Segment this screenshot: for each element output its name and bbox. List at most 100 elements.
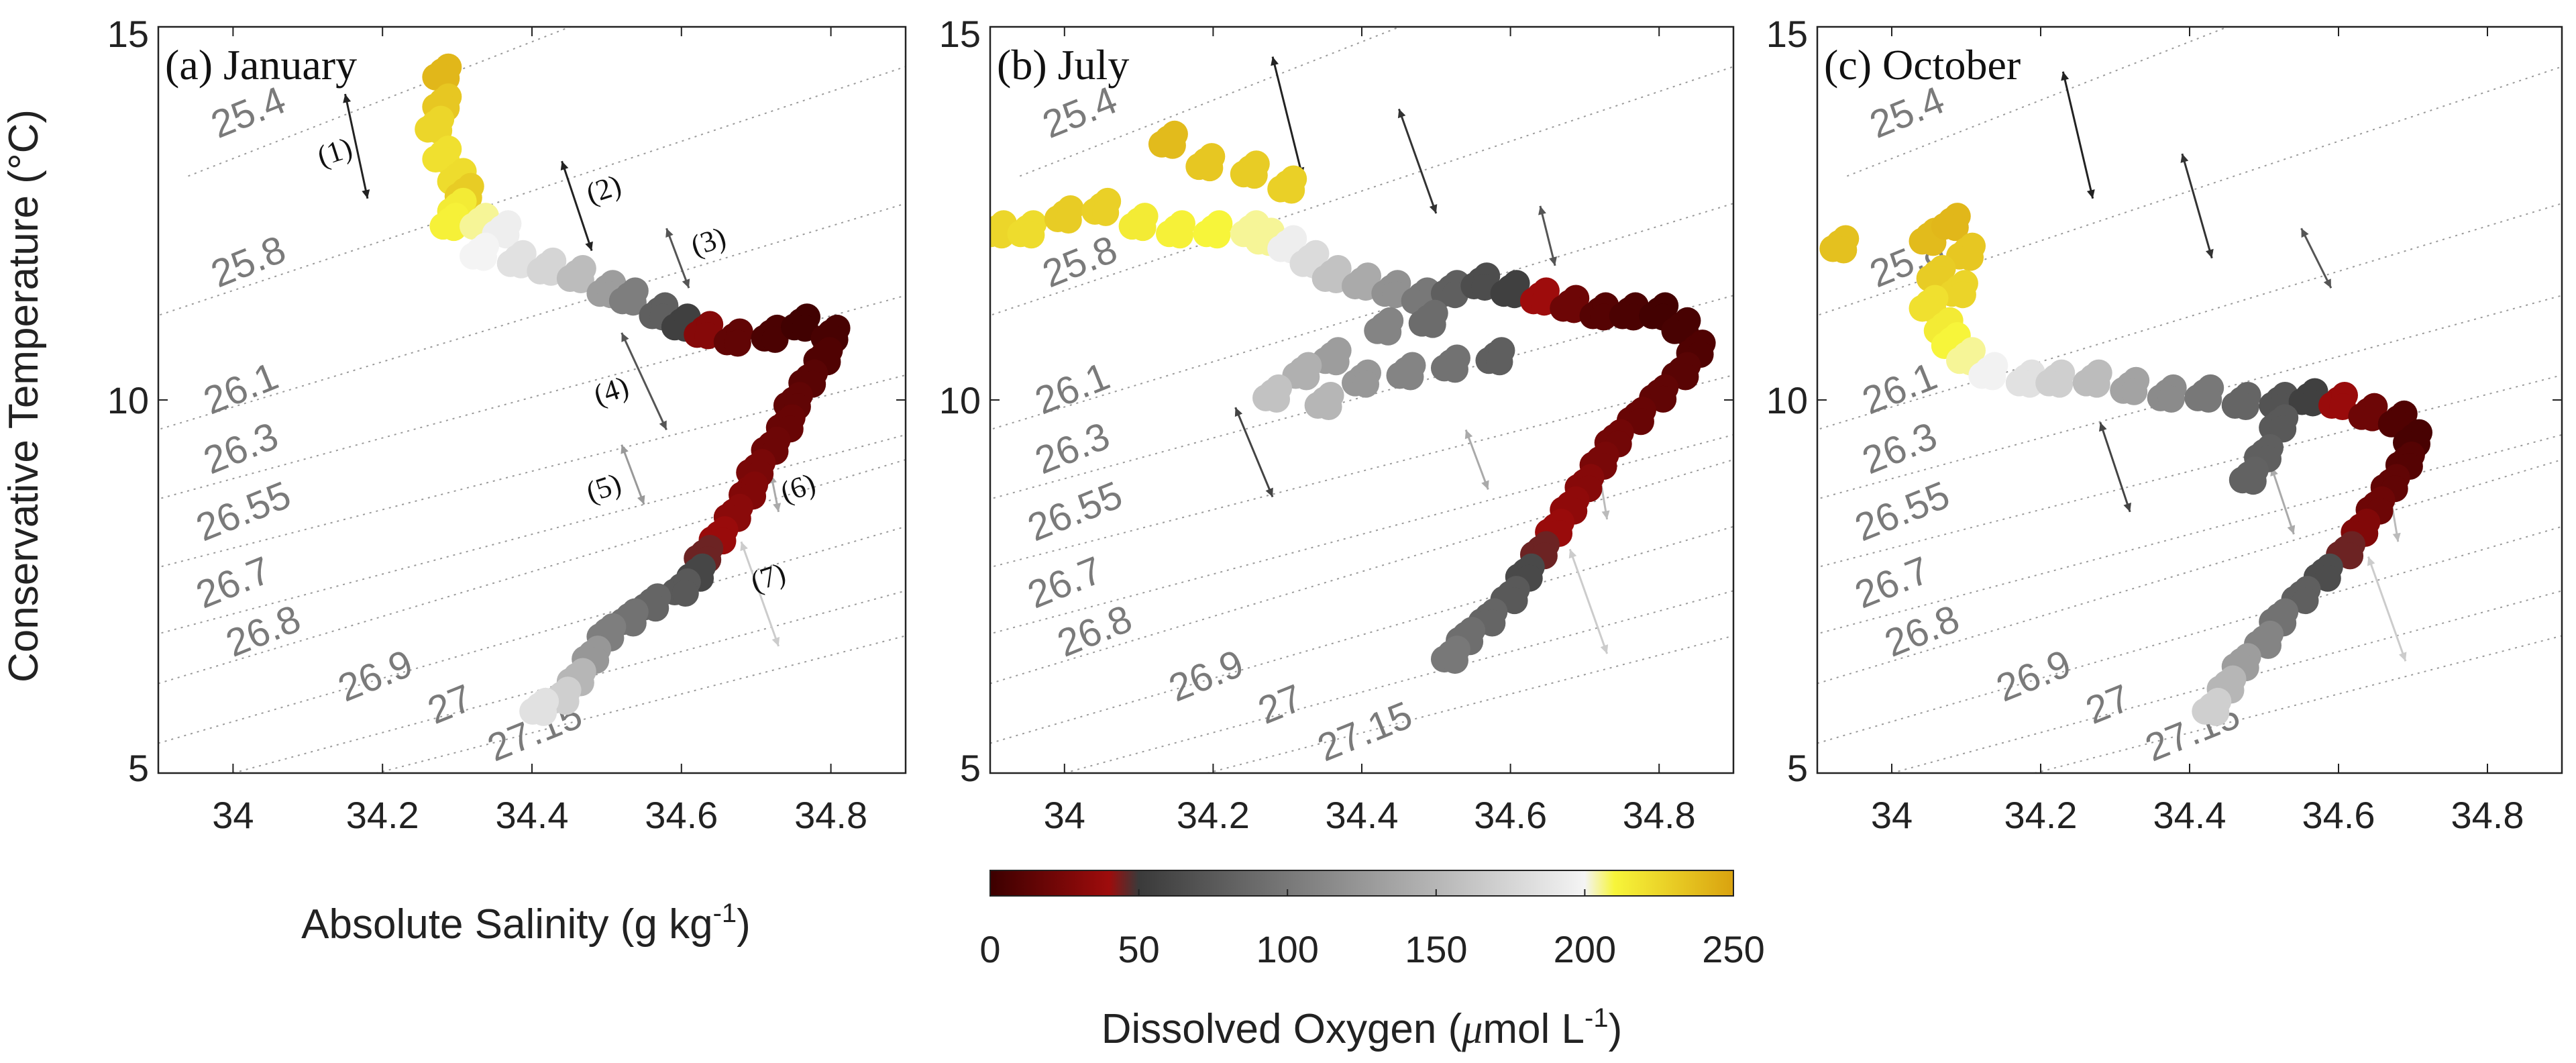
isopycnal-label: 26.8 — [1051, 597, 1138, 666]
data-point — [724, 330, 751, 357]
layer-arrow-head — [1234, 407, 1243, 417]
layer-arrow-head — [771, 637, 780, 646]
data-point — [1957, 244, 1984, 271]
layer-arrow-head — [2099, 422, 2107, 432]
colorbar-tick-label: 100 — [1256, 928, 1318, 970]
data-point — [1441, 647, 1468, 674]
isopycnal-label: 26.7 — [190, 548, 276, 617]
data-point — [1092, 199, 1120, 226]
layer-arrow-head — [1265, 487, 1273, 497]
data-point — [1203, 221, 1231, 249]
layer-arrow-head — [659, 420, 667, 430]
data-point — [1055, 207, 1082, 234]
layer-arrow-head — [362, 189, 370, 199]
layer-label: (7) — [747, 556, 790, 598]
x-tick-label: 34.4 — [2153, 794, 2226, 836]
layer-arrow — [665, 227, 690, 289]
x-tick-label: 34.2 — [2004, 794, 2078, 836]
isopycnal-label: 25.8 — [205, 227, 292, 297]
layer-arrow-head — [2123, 502, 2131, 512]
data-point — [2202, 699, 2230, 726]
isopycnal-line — [1817, 458, 2562, 685]
data-point — [567, 266, 594, 293]
isopycnal-label: 26.55 — [190, 473, 297, 550]
layer-arrow-head — [2323, 279, 2331, 289]
layer-label: (1) — [313, 131, 356, 172]
data-point — [470, 244, 498, 271]
isopycnal-line — [158, 525, 906, 744]
layer-arrow-head — [2392, 532, 2401, 542]
layer-arrow — [1568, 548, 1609, 654]
layer-arrow-head — [343, 94, 352, 103]
colorbar-tick-label: 50 — [1118, 928, 1159, 970]
layer-arrow-head — [1481, 480, 1489, 490]
isopycnal-label: 26.8 — [220, 597, 307, 666]
layer-label: (4) — [590, 370, 633, 411]
data-point — [1196, 154, 1224, 182]
layer-arrow-head — [1600, 644, 1609, 654]
isopycnal-line — [158, 203, 906, 431]
layer-arrow-head — [2086, 189, 2095, 199]
x-tick-label: 34.6 — [645, 794, 718, 836]
data-point — [1167, 221, 1193, 249]
data-point — [2016, 370, 2043, 398]
data-point — [1941, 214, 1969, 242]
data-point — [1672, 363, 1699, 391]
layer-arrow-head — [621, 332, 629, 342]
data-point — [2046, 370, 2074, 398]
data-point — [1486, 348, 1513, 376]
isopycnal-label: 27.15 — [1311, 693, 1418, 770]
isopycnal-label: 26.1 — [1856, 354, 1943, 423]
data-point — [2292, 587, 2319, 615]
data-point — [619, 289, 647, 316]
isopycnal-label: 26.8 — [1879, 597, 1966, 666]
layer-arrow-head — [2180, 154, 2189, 163]
data-point — [2083, 370, 2110, 398]
layer-arrow — [1234, 407, 1274, 498]
layer-arrow-head — [1429, 204, 1438, 213]
layer-arrow-head — [560, 161, 569, 171]
y-tick-label: 15 — [1766, 13, 1808, 55]
isopycnal-label: 27 — [422, 676, 478, 732]
panel-label: (c) October — [1824, 41, 2021, 89]
colorbar-bar — [989, 870, 1734, 897]
data-point — [761, 325, 789, 353]
layer-arrow-head — [1568, 549, 1577, 559]
layer-label: (6) — [777, 467, 820, 509]
isopycnal-line — [990, 525, 1733, 744]
x-tick-label: 34 — [212, 794, 254, 836]
data-point — [492, 221, 520, 249]
colorbar-tick-label: 250 — [1702, 928, 1764, 970]
x-tick-label: 34.8 — [1623, 794, 1696, 836]
layer-arrow-head — [2205, 248, 2214, 258]
data-point — [1322, 348, 1350, 376]
layer-arrow-head — [2301, 228, 2309, 238]
layer-arrow-head — [2287, 525, 2296, 535]
data-point — [2195, 385, 2222, 413]
data-point — [2239, 468, 2267, 495]
layer-arrow — [2099, 421, 2131, 513]
data-point — [1315, 393, 1342, 420]
layer-arrow-head — [1271, 56, 1279, 66]
data-point — [2121, 378, 2148, 405]
data-point — [1627, 408, 1654, 436]
layer-arrow — [2270, 466, 2295, 535]
data-point — [1479, 609, 1506, 637]
x-tick-label: 34 — [1044, 794, 1085, 836]
data-point — [2314, 564, 2341, 592]
data-point — [1501, 587, 1528, 615]
isopycnal-label: 26.9 — [332, 642, 419, 711]
data-point — [672, 580, 699, 607]
data-point — [530, 699, 557, 726]
y-tick-label: 5 — [1787, 747, 1808, 789]
isopycnal-line — [1817, 203, 2562, 431]
layer-arrow-head — [1549, 256, 1557, 266]
colorbar-ticks: 0 50 100 150 200 250 — [979, 889, 1765, 970]
data-point — [1419, 311, 1446, 338]
profile-points — [1819, 203, 2432, 726]
layer-arrow-head — [585, 241, 593, 251]
isopycnal-label: 26.3 — [198, 414, 284, 483]
isopycnal-label: 26.1 — [1029, 354, 1116, 423]
